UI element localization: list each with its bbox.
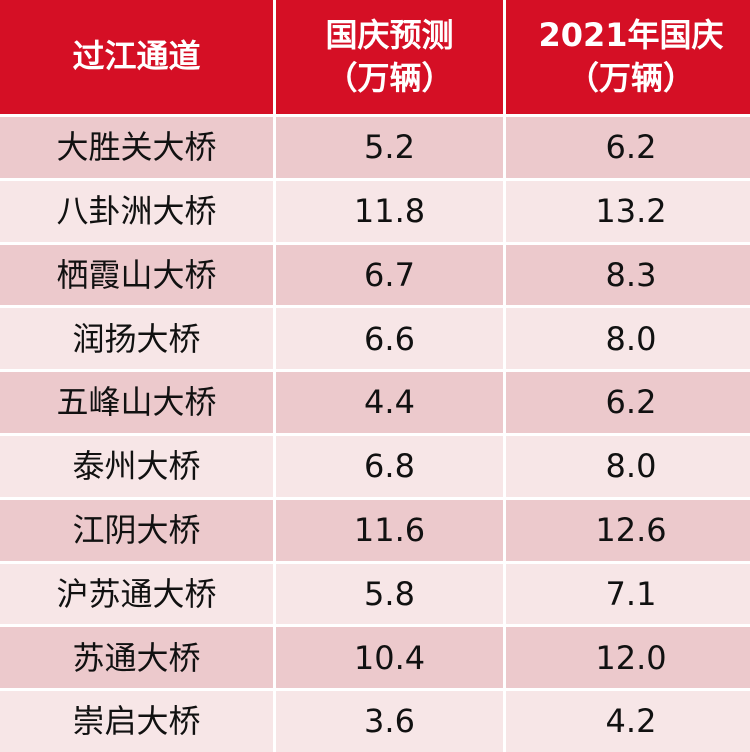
row-5-forecast: 4.4 <box>276 372 503 433</box>
row-10-2021: 4.2 <box>506 691 750 752</box>
header-forecast: 国庆预测 （万辆） <box>276 0 503 114</box>
header-forecast-unit: （万辆） <box>325 59 454 97</box>
row-10-forecast: 3.6 <box>276 691 503 752</box>
header-2021-unit: （万辆） <box>566 59 695 97</box>
header-crossing-label: 过江通道 <box>72 37 201 76</box>
header-2021-label: 2021年国庆 <box>538 15 724 54</box>
row-7-name: 江阴大桥 <box>0 499 273 561</box>
row-6-forecast: 6.8 <box>276 435 503 497</box>
row-5-2021: 6.2 <box>506 372 750 433</box>
row-4-forecast: 6.6 <box>276 308 503 370</box>
row-4-2021: 8.0 <box>506 308 750 370</box>
row-1-forecast: 5.2 <box>276 117 503 178</box>
header-2021: 2021年国庆 （万辆） <box>506 0 750 114</box>
row-10-name: 崇启大桥 <box>0 691 273 752</box>
row-7-2021: 12.6 <box>506 499 750 561</box>
row-8-name: 沪苏通大桥 <box>0 563 273 625</box>
row-7-forecast: 11.6 <box>276 499 503 561</box>
row-2-2021: 13.2 <box>506 180 750 242</box>
row-3-2021: 8.3 <box>506 244 750 306</box>
row-6-name: 泰州大桥 <box>0 435 273 497</box>
row-2-forecast: 11.8 <box>276 180 503 242</box>
row-9-2021: 12.0 <box>506 627 750 689</box>
row-3-forecast: 6.7 <box>276 244 503 306</box>
row-2-name: 八卦洲大桥 <box>0 180 273 242</box>
row-4-name: 润扬大桥 <box>0 308 273 370</box>
row-9-forecast: 10.4 <box>276 627 503 689</box>
row-8-2021: 7.1 <box>506 563 750 625</box>
row-8-forecast: 5.8 <box>276 563 503 625</box>
row-6-2021: 8.0 <box>506 435 750 497</box>
header-crossing: 过江通道 <box>0 0 273 114</box>
header-forecast-label: 国庆预测 <box>325 15 454 54</box>
row-3-name: 栖霞山大桥 <box>0 244 273 306</box>
row-1-name: 大胜关大桥 <box>0 117 273 178</box>
row-9-name: 苏通大桥 <box>0 627 273 689</box>
row-1-2021: 6.2 <box>506 117 750 178</box>
row-5-name: 五峰山大桥 <box>0 372 273 433</box>
